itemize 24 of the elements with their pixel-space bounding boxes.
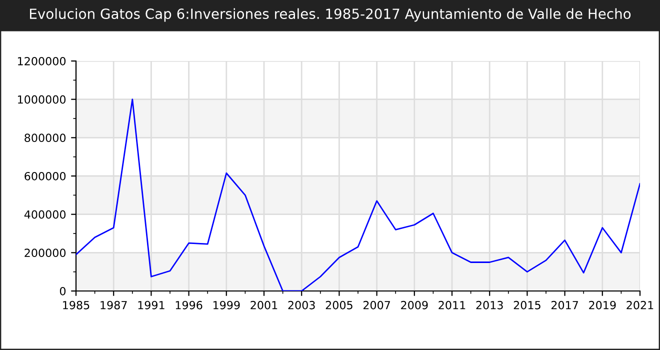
x-tick-label: 2001 xyxy=(250,300,278,310)
y-tick-label: 600000 xyxy=(24,172,66,180)
x-tick-label: 2003 xyxy=(288,300,315,310)
x-tick-label: 2007 xyxy=(363,300,390,310)
x-tick-label: 2017 xyxy=(551,300,578,310)
x-tick-label: 1987 xyxy=(100,300,127,310)
x-tick-label: 2021 xyxy=(626,300,654,310)
x-tick-label: 2015 xyxy=(514,300,540,310)
y-tick-label: 200000 xyxy=(24,248,66,258)
x-tick-label: 2009 xyxy=(401,300,428,310)
y-tick-label: 0 xyxy=(60,286,66,296)
x-tick-label: 1991 xyxy=(138,300,164,310)
x-tick-label: 2005 xyxy=(326,300,352,310)
y-tick-label: 800000 xyxy=(24,134,66,142)
x-tick-label: 2011 xyxy=(438,300,466,310)
x-tick-label: 1985 xyxy=(63,300,90,310)
y-tick-label: 1000000 xyxy=(18,95,66,104)
chart-title: Evolucion Gatos Cap 6:Inversiones reales. 1985-2017 Ayuntamiento de Valle de Hecho xyxy=(30,8,631,22)
x-tick-label: 2019 xyxy=(589,300,616,310)
y-tick-label: 400000 xyxy=(24,210,66,219)
x-tick-label: 1996 xyxy=(176,300,202,310)
x-tick-label: 2013 xyxy=(476,300,503,310)
x-tick-label: 1999 xyxy=(213,300,240,310)
y-tick-label: 1200000 xyxy=(18,56,66,66)
